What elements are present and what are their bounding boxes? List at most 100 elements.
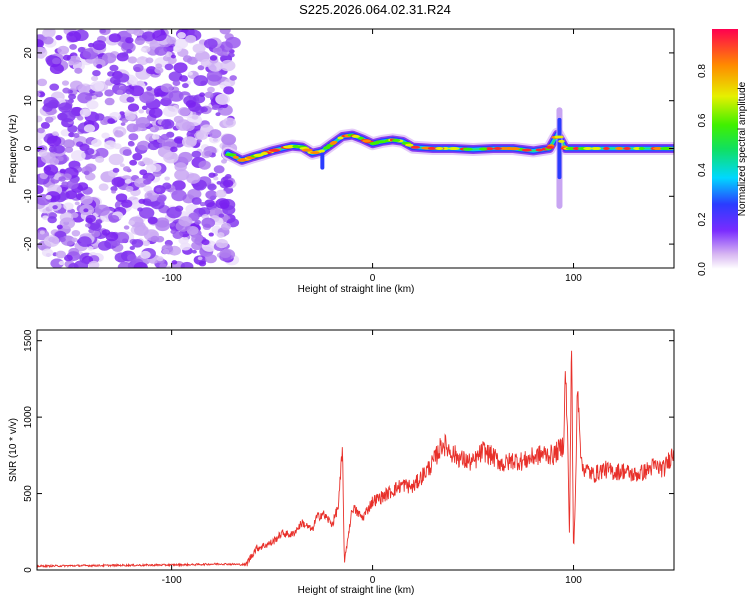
noise-blob (196, 130, 209, 140)
noise-blob (154, 46, 168, 56)
noise-blob (160, 133, 170, 141)
noise-blob (192, 72, 199, 77)
noise-blob (208, 172, 216, 178)
noise-blob (37, 138, 43, 147)
ridge-hotspot (566, 147, 576, 150)
ridge-hotspot (301, 148, 313, 152)
noise-blob (181, 136, 197, 148)
noise-blob (164, 176, 170, 181)
noise-blob (59, 110, 76, 123)
noise-blob (127, 103, 140, 112)
x-tick-label: -100 (162, 273, 182, 284)
colorbar-tick-label: 0.4 (697, 163, 708, 177)
noise-blob (133, 262, 148, 268)
noise-blob (162, 182, 172, 190)
noise-blob (52, 57, 61, 65)
noise-blob (74, 67, 83, 74)
noise-blob (66, 180, 79, 190)
noise-blob (191, 197, 202, 205)
ridge-hotspot (554, 135, 564, 139)
noise-blob (204, 199, 215, 208)
noise-blob (162, 248, 169, 255)
ridge-hotspot (282, 145, 295, 149)
noise-blob (220, 59, 236, 72)
noise-blob (166, 206, 182, 219)
noise-blob (197, 256, 203, 261)
colorbar-tick-label: 0.2 (697, 212, 708, 226)
noise-blob (128, 220, 135, 226)
noise-blob (88, 260, 100, 268)
noise-blob (49, 63, 64, 75)
noise-blob (112, 167, 120, 173)
noise-blob (53, 144, 65, 154)
noise-blob (69, 44, 77, 50)
noise-blob (161, 119, 175, 129)
noise-blob (42, 29, 56, 38)
noise-blob (39, 172, 48, 180)
noise-blob (191, 234, 203, 244)
noise-blob (123, 166, 131, 172)
ridge-hotspot (391, 138, 401, 142)
noise-blob (134, 37, 145, 46)
noise-blob (129, 159, 138, 166)
noise-blob (87, 246, 94, 251)
ridge-hotspot (583, 147, 593, 150)
noise-blob (86, 100, 99, 110)
y-tick-label: 10 (23, 95, 34, 107)
noise-blob (55, 250, 67, 259)
spectrogram-x-label: Height of straight line (km) (298, 284, 415, 295)
noise-blob (91, 230, 101, 238)
noise-blob (136, 140, 151, 151)
noise-blob (203, 38, 218, 49)
noise-blob (141, 31, 156, 42)
noise-blob (37, 115, 43, 123)
noise-blob (108, 215, 120, 223)
noise-blob (185, 34, 197, 44)
snr-x-ticks: -100 0 100 (162, 330, 582, 586)
noise-blob (139, 91, 155, 104)
noise-blob (59, 168, 66, 174)
noise-blob (154, 66, 164, 74)
noise-blob (194, 219, 202, 225)
noise-blob (145, 66, 157, 75)
noise-blob (179, 75, 188, 82)
noise-blob (215, 112, 221, 117)
noise-blob (71, 237, 78, 243)
noise-blob (134, 177, 148, 188)
noise-blob (171, 189, 187, 202)
ridge-hotspot (616, 147, 623, 150)
noise-blob (140, 47, 147, 52)
ridge-hotspot (331, 140, 338, 144)
noise-blob (109, 64, 119, 72)
ridge-hotspot (410, 145, 421, 149)
noise-blob (209, 129, 222, 139)
noise-blob (108, 153, 124, 166)
noise-blob (150, 126, 156, 131)
noise-blob (121, 41, 134, 51)
noise-blob (156, 256, 164, 262)
noise-blob (172, 231, 183, 239)
noise-blob (180, 242, 192, 251)
noise-blob (191, 249, 197, 254)
noise-blob (69, 80, 83, 90)
noise-blob (94, 204, 110, 216)
x-tick-label: 0 (370, 273, 376, 284)
noise-blob (70, 150, 86, 162)
noise-blob (201, 239, 210, 246)
noise-blob (94, 147, 109, 159)
noise-blob (154, 92, 161, 98)
noise-blob (131, 238, 144, 248)
noise-blob (220, 222, 232, 231)
noise-blob (73, 260, 89, 268)
ridge-hotspot (603, 147, 610, 150)
noise-blob (205, 190, 218, 200)
noise-blob (37, 92, 41, 97)
ridge-hotspot (369, 141, 380, 145)
ridge-hotspot (493, 147, 502, 150)
noise-blob (56, 224, 63, 230)
snr-x-label: Height of straight line (km) (298, 585, 415, 596)
noise-blob (95, 156, 105, 163)
ridge-hotspot (268, 148, 280, 152)
noise-blob (71, 212, 79, 218)
